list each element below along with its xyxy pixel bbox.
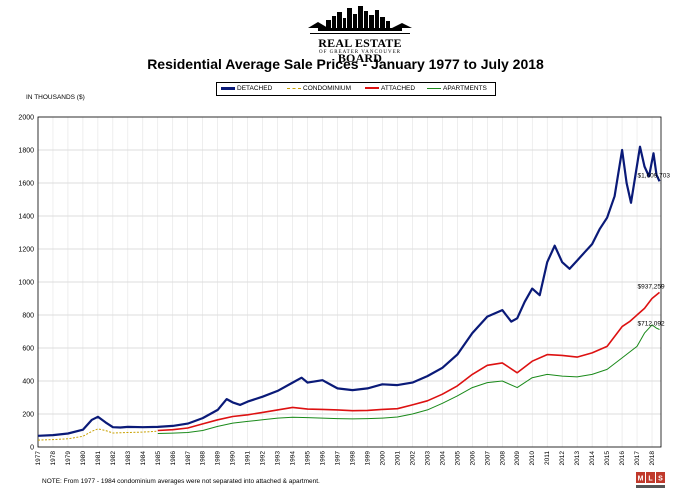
mls-logo: M L S: [636, 472, 665, 488]
legend-swatch-apartments: [427, 87, 441, 89]
mls-logo-letter-s: S: [658, 476, 663, 483]
y-tick-label: 0: [30, 445, 34, 452]
legend-swatch-detached: [221, 86, 235, 90]
y-tick-label: 1600: [18, 181, 34, 188]
chart-footnote: NOTE: From 1977 - 1984 condominium avera…: [42, 478, 320, 485]
x-tick-label: 1993: [275, 451, 282, 466]
chart-legend: DETACHED CONDOMINIUM ATTACHED APARTMENTS: [216, 82, 496, 96]
mls-logo-block-s: [656, 472, 665, 483]
plot-frame: [37, 116, 662, 448]
x-tick-label: 2015: [604, 451, 611, 466]
y-tick-label: 1200: [18, 247, 34, 254]
x-tick-label: 2013: [574, 451, 581, 466]
x-tick-label: 1999: [364, 451, 371, 466]
x-tick-label: 2014: [589, 451, 596, 466]
legend-item-detached: DETACHED: [221, 84, 272, 94]
x-tick-label: 1977: [35, 451, 42, 466]
x-tick-label: 2011: [544, 451, 551, 465]
org-name: REAL ESTATE BOARD: [318, 36, 402, 65]
x-tick-label: 1978: [50, 451, 57, 466]
legend-swatch-condominium: [287, 87, 301, 89]
y-tick-label: 800: [22, 313, 34, 320]
legend-item-attached: ATTACHED: [365, 84, 415, 94]
series-line-attached: [157, 291, 661, 432]
legend-item-condominium: CONDOMINIUM: [287, 84, 351, 94]
x-tick-label: 1996: [320, 451, 327, 466]
reb-logo-skyline: [308, 6, 412, 34]
y-axis-units-label: IN THOUSANDS ($): [26, 94, 85, 101]
x-tick-label: 2016: [619, 451, 626, 466]
x-tick-label: 1997: [335, 451, 342, 466]
x-tick-label: 1991: [245, 451, 252, 466]
legend-swatch-attached: [365, 87, 379, 90]
x-tick-label: 2006: [469, 451, 476, 466]
y-tick-label: 200: [22, 412, 34, 419]
x-tick-label: 2003: [424, 451, 431, 466]
legend-label-detached: DETACHED: [237, 85, 273, 92]
x-tick-label: 1984: [140, 451, 147, 466]
mls-logo-letter-m: M: [638, 476, 644, 483]
value-annotation: $712,092: [638, 321, 665, 328]
legend-label-apartments: APARTMENTS: [443, 85, 487, 92]
mls-logo-block-l: [646, 472, 655, 483]
chart-title: Residential Average Sale Prices - Januar…: [147, 56, 544, 72]
x-tick-label: 2005: [454, 451, 461, 466]
y-tick-label: 400: [22, 379, 34, 386]
x-tick-label: 1983: [125, 451, 132, 466]
x-tick-label: 2017: [634, 451, 641, 466]
x-tick-label: 1987: [185, 451, 192, 466]
y-tick-label: 1400: [18, 214, 34, 221]
value-annotation: $937,259: [638, 283, 665, 290]
x-tick-label: 1990: [230, 451, 237, 466]
x-tick-label: 1995: [305, 451, 312, 466]
mls-logo-letter-l: L: [648, 476, 653, 483]
legend-label-condominium: CONDOMINIUM: [303, 85, 352, 92]
x-tick-label: 1989: [215, 451, 222, 466]
x-tick-label: 2007: [484, 451, 491, 466]
x-tick-label: 2009: [514, 451, 521, 466]
x-tick-label: 1979: [65, 451, 72, 466]
x-tick-label: 2001: [394, 451, 401, 466]
x-tick-label: 2010: [529, 451, 536, 466]
x-tick-label: 1981: [95, 451, 102, 466]
x-tick-label: 1988: [200, 451, 207, 466]
x-tick-label: 2004: [439, 451, 446, 466]
org-subtitle: OF GREATER VANCOUVER: [318, 50, 402, 55]
y-tick-label: 600: [22, 346, 34, 353]
value-annotation: $1,609,703: [638, 172, 671, 179]
x-tick-label: 1992: [260, 451, 267, 466]
x-tick-label: 1985: [155, 451, 162, 466]
x-tick-label: 2012: [559, 451, 566, 466]
x-tick-label: 2018: [649, 451, 656, 466]
y-tick-label: 2000: [18, 115, 34, 122]
series-line-apartments: [157, 324, 660, 434]
x-tick-label: 1986: [170, 451, 177, 466]
x-tick-label: 1994: [290, 451, 297, 466]
series-line-detached: [37, 145, 661, 437]
x-tick-label: 2000: [379, 451, 386, 466]
mls-logo-block-m: [636, 472, 645, 483]
x-tick-label: 2002: [409, 451, 416, 466]
legend-item-apartments: APARTMENTS: [427, 84, 487, 94]
x-tick-label: 2008: [499, 451, 506, 466]
mls-logo-underline: [636, 485, 665, 488]
x-tick-label: 1980: [80, 451, 87, 466]
x-tick-label: 1998: [349, 451, 356, 466]
y-tick-label: 1000: [18, 280, 34, 287]
series-line-condominium: [37, 428, 157, 441]
x-tick-label: 1982: [110, 451, 117, 466]
legend-label-attached: ATTACHED: [381, 85, 416, 92]
y-tick-label: 1800: [18, 148, 34, 155]
